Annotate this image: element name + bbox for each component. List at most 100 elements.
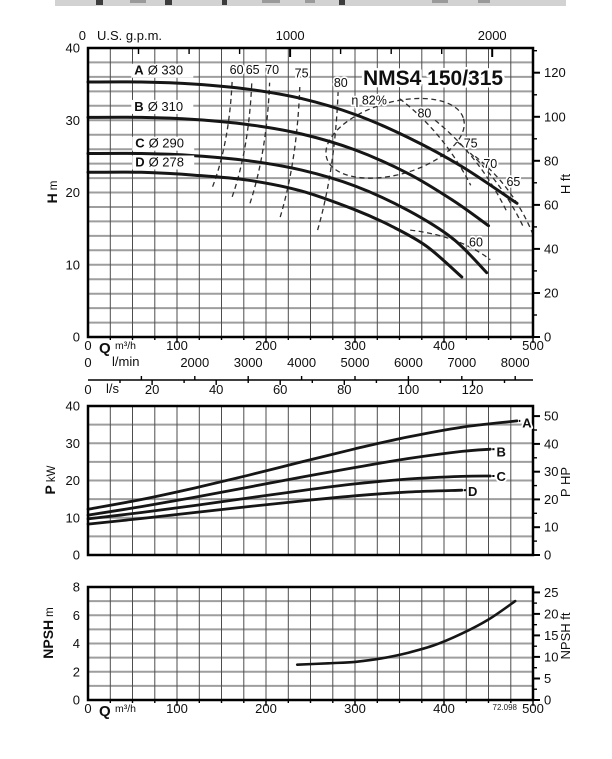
ls-tick-label: 20 (145, 382, 159, 397)
efficiency-line-desc-65 (474, 155, 534, 235)
left-tick-label: 0 (73, 330, 80, 345)
m3h-tick-label: 500 (522, 338, 544, 353)
right-tick-label: 80 (544, 153, 558, 168)
efficiency-line-desc-80 (399, 98, 472, 186)
efficiency-line-desc-70 (456, 141, 525, 229)
header-strip-mark (130, 0, 146, 3)
ls-tick-label: 40 (209, 382, 223, 397)
efficiency-contour-82 (325, 97, 465, 179)
curve-label-mask (132, 155, 195, 170)
m3h-tick-label: 100 (166, 338, 188, 353)
tspan-shape: Ø 290 (149, 136, 184, 151)
m3h-tick-label: 500 (522, 701, 544, 716)
header-strip-mark (339, 0, 345, 5)
curve-label-mask (131, 63, 194, 78)
m3h-tick-label: 400 (433, 338, 455, 353)
m3h-tick-label: 400 (433, 701, 455, 716)
m3h-tick-label: 300 (344, 338, 366, 353)
gpm-axis-caption: U.S. g.p.m. (97, 28, 162, 43)
lmin-tick-label: 4000 (287, 355, 316, 370)
tspan-shape: Ø 330 (148, 63, 183, 78)
efficiency-82-label: η 82% (351, 93, 386, 107)
header-strip-mark (262, 0, 280, 3)
header-strip-mark (432, 0, 448, 3)
left-tick-label: 10 (66, 510, 80, 525)
ls-tick-label: 120 (462, 382, 484, 397)
right-tick-label: 20 (544, 286, 558, 301)
efficiency-label-65: 65 (506, 175, 520, 189)
left-tick-label: 40 (66, 41, 80, 56)
right-axis-caption: NPSH ft (558, 612, 573, 659)
m3h-zero: 0 (84, 338, 91, 353)
curve-label-mask (131, 99, 194, 114)
m3h-tick-label: 100 (166, 701, 188, 716)
ls-tick-label: 100 (398, 382, 420, 397)
header-strip (55, 0, 566, 6)
right-tick-label: 10 (544, 520, 558, 535)
efficiency-line-65 (231, 81, 253, 198)
tspan-shape: Ø 278 (149, 155, 184, 170)
lmin-tick-label: 7000 (447, 355, 476, 370)
curve-B (86, 115, 490, 228)
right-tick-label: 120 (544, 65, 566, 80)
tspan-shape: kW (46, 465, 58, 482)
curve-label-mask (132, 136, 195, 151)
right-tick-label: 100 (544, 109, 566, 124)
tspan-shape: B (134, 99, 143, 114)
left-tick-label: 20 (66, 473, 80, 488)
curve-label-D: D (468, 484, 477, 499)
efficiency-line-60 (211, 79, 233, 187)
power-chart: 40 30 20 10 0 PkW 0 10 20 30 40 50 P HP A BC D (42, 399, 573, 563)
curve-label-C: C (497, 469, 507, 484)
efficiency-label-80: 80 (334, 76, 348, 90)
m3h-zero: 0 (84, 701, 91, 716)
efficiency-label-80: 80 (417, 106, 431, 120)
gpm-tick-label: 2000 (478, 28, 507, 43)
right-tick-label: 0 (544, 330, 551, 345)
tspan-shape: m (48, 181, 60, 191)
curve-label-D: D Ø 278 (135, 155, 184, 170)
right-tick-label: 0 (544, 693, 551, 708)
left-tick-label: 4 (73, 636, 80, 651)
ls-zero: 0 (84, 382, 91, 397)
left-tick-label: 0 (73, 548, 80, 563)
header-strip-mark (478, 0, 490, 3)
left-tick-label: 2 (73, 664, 80, 679)
curve-C (86, 474, 492, 521)
left-tick-label: 10 (66, 257, 80, 272)
efficiency-label-75: 75 (464, 137, 478, 151)
header-strip-mark (165, 0, 172, 5)
curve-D (86, 488, 464, 526)
ls-tick-label: 80 (337, 382, 351, 397)
right-tick-label: 20 (544, 606, 558, 621)
efficiency-label-65: 65 (246, 63, 260, 77)
left-tick-label: 30 (66, 113, 80, 128)
left-axis-caption: PkW (42, 465, 58, 494)
m3h-tick-label: 300 (344, 701, 366, 716)
efficiency-label-60: 60 (230, 63, 244, 77)
left-tick-label: 30 (66, 436, 80, 451)
lmin-unit: l/min (112, 354, 139, 369)
curve-B (86, 447, 492, 517)
efficiency-label-75: 75 (295, 67, 309, 81)
gpm-tick-label: 1000 (276, 28, 305, 43)
left-tick-label: 40 (66, 399, 80, 414)
efficiency-label-70: 70 (265, 63, 279, 77)
lmin-tick-label: 6000 (394, 355, 423, 370)
right-tick-label: 40 (544, 436, 558, 451)
lmin-tick-label: 5000 (341, 355, 370, 370)
lmin-tick-label: 2000 (180, 355, 209, 370)
curve-D (86, 170, 464, 279)
efficiency-line-75 (279, 86, 301, 218)
curve-A (86, 419, 519, 511)
gpm-zero-label: 0 (79, 28, 86, 43)
tspan-shape: D (135, 155, 144, 170)
curve-C (86, 151, 489, 275)
ls-tick-label: 60 (273, 382, 287, 397)
left-tick-label: 0 (73, 693, 80, 708)
tspan-shape: Ø 310 (148, 99, 183, 114)
